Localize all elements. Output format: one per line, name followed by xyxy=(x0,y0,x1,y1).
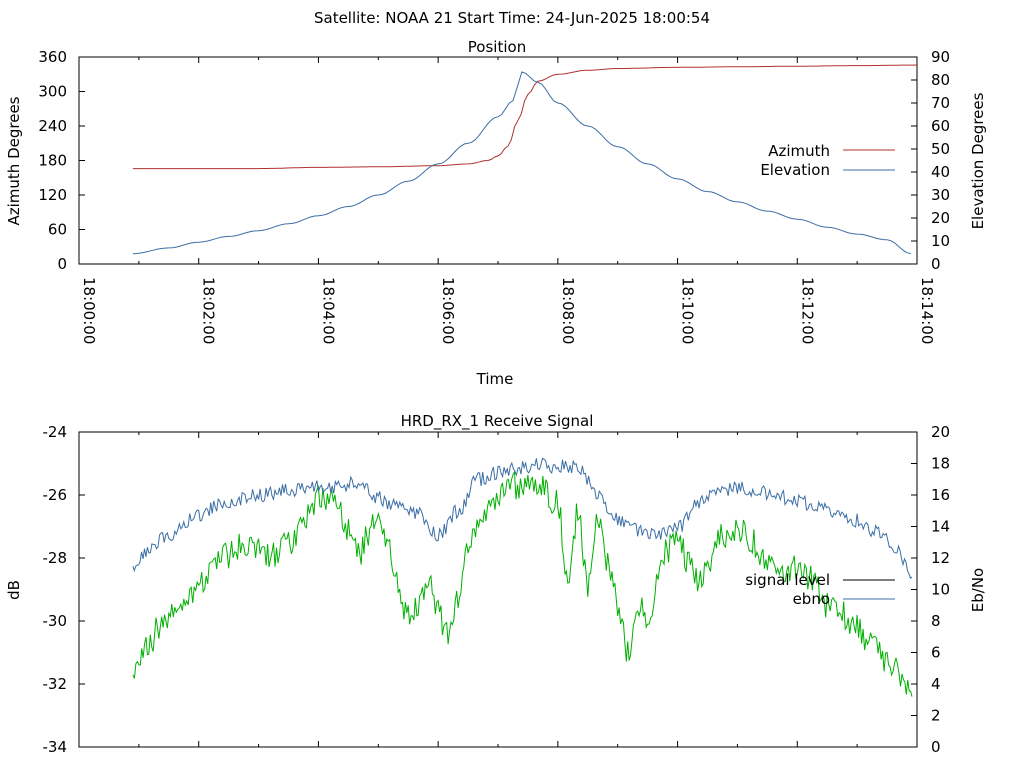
signal-y2tick-label: 8 xyxy=(931,612,941,630)
signal-ytick-label: -28 xyxy=(43,549,68,567)
signal-ytick-label: -32 xyxy=(43,675,68,693)
signal-y2tick-label: 12 xyxy=(931,549,950,567)
signal-legend: signal level ebno xyxy=(745,571,895,608)
position-series xyxy=(132,64,918,255)
signal-y2tick-label: 10 xyxy=(931,581,950,599)
position-y2tick-label: 90 xyxy=(931,48,950,66)
position-ytick-label: 180 xyxy=(38,152,67,170)
position-ytick-label: 360 xyxy=(38,48,67,66)
signal-ylabel: dB xyxy=(5,580,23,600)
position-y2label: Elevation Degrees xyxy=(969,92,987,229)
position-ytick-label: 240 xyxy=(38,117,67,135)
position-series-azimuth xyxy=(132,64,918,170)
position-y2tick-label: 30 xyxy=(931,186,950,204)
signal-y2tick-label: 4 xyxy=(931,675,941,693)
signal-chart: HRD_RX_1 Receive Signal -34-32-30-28-26-… xyxy=(5,412,987,756)
position-ytick-label: 300 xyxy=(38,83,67,101)
signal-title: HRD_RX_1 Receive Signal xyxy=(401,412,594,431)
signal-ytick-label: -24 xyxy=(43,423,68,441)
position-y-ticks: 0 60 120 180 240 300 360 xyxy=(38,48,85,273)
position-ytick-label: 60 xyxy=(48,221,67,239)
signal-ytick-label: -30 xyxy=(43,612,68,630)
header-title: Satellite: NOAA 21 Start Time: 24-Jun-20… xyxy=(314,9,710,27)
signal-y2tick-label: 20 xyxy=(931,423,950,441)
signal-y2tick-label: 6 xyxy=(931,644,941,662)
position-xtick-label: 18:14:00 xyxy=(918,277,936,344)
signal-series-signal-level xyxy=(132,470,913,697)
legend-label-azimuth: Azimuth xyxy=(768,142,830,160)
signal-y2tick-label: 0 xyxy=(931,738,941,756)
signal-y2-ticks: 0 2 4 6 8 10 12 14 16 18 20 xyxy=(911,423,950,756)
position-y2tick-label: 10 xyxy=(931,232,950,250)
position-x-ticks: 18:00:00 18:02:00 18:04:00 18:06:00 18:08:00… xyxy=(78,57,936,344)
position-y2tick-label: 20 xyxy=(931,209,950,227)
position-ytick-label: 0 xyxy=(57,255,67,273)
position-legend: Azimuth Elevation xyxy=(760,142,895,179)
position-y2tick-label: 0 xyxy=(931,255,941,273)
legend-label-signal-level: signal level xyxy=(745,571,830,589)
position-xtick-label: 18:06:00 xyxy=(439,277,457,344)
position-y2tick-label: 50 xyxy=(931,140,950,158)
signal-y-ticks: -34 -32 -30 -28 -26 -24 xyxy=(43,423,85,756)
position-chart: Position 18:00:00 18:02:00 18:04:00 18:06:0… xyxy=(5,38,987,388)
position-y2tick-label: 60 xyxy=(931,117,950,135)
legend-label-ebno: ebno xyxy=(793,590,830,608)
position-y2tick-label: 40 xyxy=(931,163,950,181)
signal-series-ebno xyxy=(132,457,913,580)
position-ylabel: Azimuth Degrees xyxy=(5,96,23,225)
signal-x-ticks xyxy=(78,432,918,747)
position-xlabel: Time xyxy=(476,370,514,388)
signal-y2tick-label: 14 xyxy=(931,518,950,536)
position-xtick-label: 18:02:00 xyxy=(200,277,218,344)
legend-label-elevation: Elevation xyxy=(760,161,830,179)
position-xtick-label: 18:04:00 xyxy=(319,277,337,344)
signal-series xyxy=(132,457,913,697)
position-title: Position xyxy=(468,38,526,56)
position-xtick-label: 18:10:00 xyxy=(679,277,697,344)
signal-ytick-label: -34 xyxy=(43,738,68,756)
position-xtick-label: 18:12:00 xyxy=(798,277,816,344)
signal-y2tick-label: 16 xyxy=(931,486,950,504)
signal-y2tick-label: 18 xyxy=(931,455,950,473)
signal-y2label: Eb/No xyxy=(969,568,987,612)
position-ytick-label: 120 xyxy=(38,186,67,204)
position-xtick-label: 18:00:00 xyxy=(80,277,98,344)
position-series-elevation xyxy=(132,71,912,255)
signal-ytick-label: -26 xyxy=(43,486,68,504)
position-xtick-label: 18:08:00 xyxy=(559,277,577,344)
position-y2-ticks: 0 10 20 30 40 50 60 70 80 90 xyxy=(911,48,950,273)
position-y2tick-label: 70 xyxy=(931,94,950,112)
signal-y2tick-label: 2 xyxy=(931,707,941,725)
position-y2tick-label: 80 xyxy=(931,71,950,89)
